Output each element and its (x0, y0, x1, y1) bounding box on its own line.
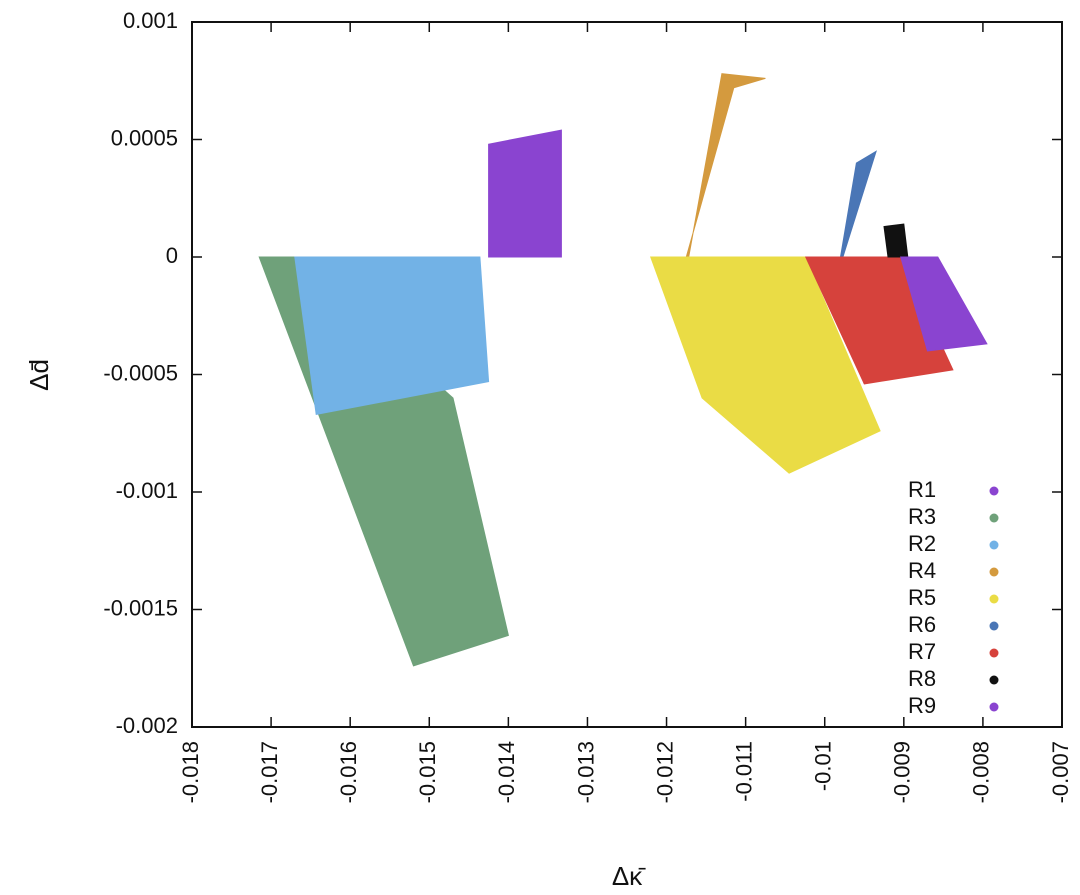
x-tick-label: -0.013 (573, 741, 598, 803)
region-r7 (804, 256, 954, 385)
y-tick-label: -0.0005 (103, 360, 178, 385)
legend-label-r1: R1 (908, 477, 936, 502)
x-axis: -0.018 -0.017 -0.016 -0.015 -0.014 -0.013 -0.0… (178, 22, 1073, 803)
legend-marker-r7 (989, 648, 999, 658)
legend-label-r9: R9 (908, 693, 936, 718)
y-tick-label: -0.0015 (103, 595, 178, 620)
region-r1 (488, 129, 562, 258)
legend-marker-r8 (989, 675, 999, 685)
region-r8 (883, 223, 909, 258)
legend-marker-r1 (989, 486, 999, 496)
legend-marker-r5 (989, 594, 999, 604)
region-r2 (294, 256, 490, 415)
y-tick-label: -0.001 (116, 478, 178, 503)
legend-label-r8: R8 (908, 666, 936, 691)
x-tick-label: -0.012 (652, 741, 677, 803)
region-r5 (649, 256, 881, 474)
x-tick-label: -0.01 (811, 741, 836, 791)
x-tick-label: -0.017 (257, 741, 282, 803)
y-tick-label: 0.0005 (111, 125, 178, 150)
y-tick-label: 0 (166, 243, 178, 268)
legend-marker-r2 (989, 540, 999, 550)
y-axis-label: Δd̄ (24, 359, 54, 391)
region-r9 (900, 256, 988, 352)
x-tick-label: -0.014 (494, 741, 519, 803)
data-regions (258, 73, 988, 667)
legend-label-r6: R6 (908, 612, 936, 637)
legend-label-r4: R4 (908, 558, 936, 583)
x-tick-label: -0.009 (890, 741, 915, 803)
legend-marker-r9 (989, 702, 999, 712)
region-r6 (805, 150, 877, 258)
y-tick-label: 0.001 (123, 8, 178, 33)
x-tick-label: -0.008 (969, 741, 994, 803)
legend-marker-r3 (989, 513, 999, 523)
x-tick-label: -0.016 (336, 741, 361, 803)
legend-marker-r4 (989, 567, 999, 577)
region-r4 (650, 73, 766, 258)
x-tick-label: -0.018 (178, 741, 203, 803)
x-tick-label: -0.007 (1048, 741, 1073, 803)
x-tick-label: -0.011 (731, 741, 756, 802)
legend-label-r2: R2 (908, 531, 936, 556)
y-axis: 0.001 0.0005 0 -0.0005 -0.001 -0.0015 -0.002 (103, 8, 1062, 738)
x-axis-label: Δκ̄ (612, 861, 646, 891)
x-tick-label: -0.015 (415, 741, 440, 803)
legend-marker-r6 (989, 621, 999, 631)
legend-label-r7: R7 (908, 639, 936, 664)
y-tick-label: -0.002 (116, 713, 178, 738)
legend-label-r5: R5 (908, 585, 936, 610)
legend-label-r3: R3 (908, 504, 936, 529)
